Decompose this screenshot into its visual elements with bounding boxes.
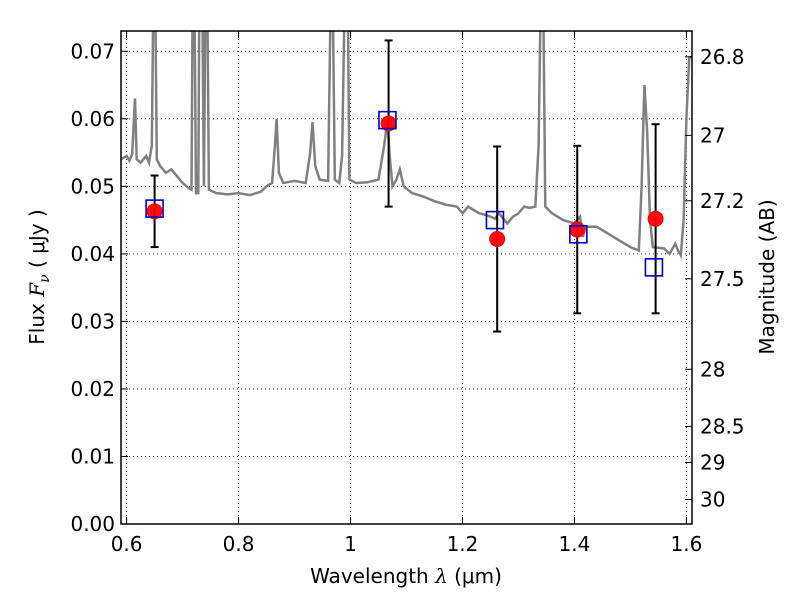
magnitude-tick-label: 27: [700, 123, 725, 147]
ticks: [121, 31, 692, 525]
x-tick-label: 1.4: [559, 532, 591, 556]
x-axis-title: Wavelength λ (μm): [310, 564, 502, 588]
model-point: [378, 110, 397, 130]
y-tick-label: 0.00: [70, 512, 115, 536]
observed-point: [647, 210, 664, 227]
x-tick-label: 0.6: [111, 532, 143, 556]
y-tick-label: 0.06: [70, 107, 115, 131]
y-tick-label: 0.04: [70, 242, 115, 266]
magnitude-tick-label: 28.5: [700, 414, 745, 438]
magnitude-tick-label: 27.2: [700, 189, 745, 213]
model-point: [145, 199, 164, 218]
model-point: [644, 258, 664, 277]
x-tick-label: 1: [344, 532, 357, 556]
model-point: [569, 224, 588, 244]
x-tick-label: 1.6: [670, 532, 702, 556]
model-points: [145, 110, 664, 277]
magnitude-tick-label: 29: [700, 450, 725, 474]
x-tick-label: 0.8: [223, 532, 255, 556]
y-axis-title-right: Magnitude (AB): [755, 199, 779, 354]
magnitude-tick-label: 26.8: [700, 45, 745, 69]
y-tick-label: 0.01: [70, 444, 115, 468]
y-tick-label: 0.05: [70, 174, 115, 198]
plot-frame: [120, 30, 693, 525]
spectrum-line: [121, 31, 692, 260]
observed-point: [489, 231, 506, 248]
magnitude-tick-label: 27.5: [700, 267, 745, 291]
magnitude-tick-label: 30: [700, 487, 725, 511]
y-axis-title-left: Flux Fν ( μJy ): [25, 209, 53, 344]
y-tick-label: 0.02: [70, 377, 115, 401]
tick-labels: 0.6 0.8 1 1.2 1.4 1.6 0.00 0.01 0.02 0.03 0.04 0.05…: [70, 39, 744, 556]
observed-point: [569, 221, 586, 238]
x-tick-label: 1.2: [447, 532, 479, 556]
grid: [121, 31, 692, 525]
plot-area: [121, 31, 692, 333]
y-tick-label: 0.03: [70, 309, 115, 333]
model-point: [485, 210, 505, 230]
observed-point: [146, 203, 163, 220]
y-tick-label: 0.07: [70, 39, 115, 63]
magnitude-tick-label: 28: [700, 357, 725, 381]
